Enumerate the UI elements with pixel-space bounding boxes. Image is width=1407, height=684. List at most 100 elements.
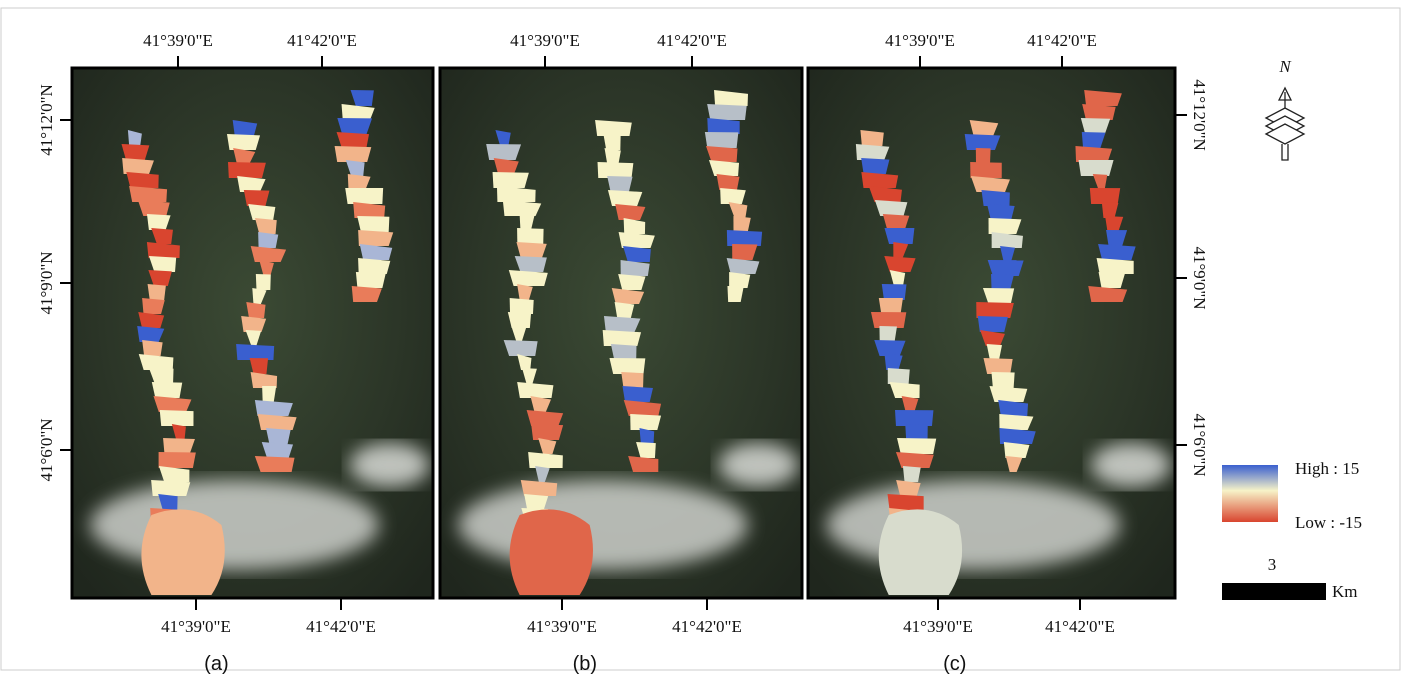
landslide-patch (504, 340, 538, 356)
landslide-patch (605, 148, 621, 164)
landslide-patch (895, 410, 933, 426)
landslide-patch (987, 204, 1015, 220)
landslide-patch (976, 148, 991, 164)
legend-low: Low : -15 (1295, 513, 1362, 532)
landslide-patch (879, 509, 962, 595)
legend-high: High : 15 (1295, 459, 1359, 478)
scale-value: 3 (1268, 555, 1277, 574)
landslide-patch (236, 344, 274, 360)
landslide-patch (138, 200, 170, 216)
bottom-tick-label: 41°39'0"E (527, 617, 597, 636)
landslide-patch (508, 312, 531, 328)
landslide-patch (603, 330, 641, 346)
landslide-patch (615, 302, 635, 318)
landslide-patch (882, 284, 907, 300)
landslide-patch (1099, 272, 1125, 288)
landslide-patch (258, 232, 278, 248)
right-tick-label: 41°12'0"N (1190, 79, 1209, 151)
top-tick-label: 41°42'0"E (1027, 31, 1097, 50)
landslide-patch (227, 134, 260, 150)
landslide-patch (356, 272, 386, 288)
landslide-patch (729, 272, 750, 288)
landslide-patch (903, 466, 921, 482)
landslide-patch (122, 158, 154, 174)
landslide-patch (978, 316, 1008, 332)
landslide-patch (357, 216, 389, 232)
left-tick-label: 41°12'0"N (37, 84, 56, 156)
landslide-patch (965, 134, 1001, 150)
landslide-patch (733, 216, 750, 232)
right-tick-label: 41°9'0"N (1190, 246, 1209, 309)
landslide-patch (988, 260, 1024, 276)
landslide-patch (707, 104, 747, 120)
legend-ramp (1222, 465, 1278, 522)
landslide-patch (860, 130, 883, 146)
landslide-patch (510, 509, 593, 595)
landslide-patch (141, 509, 224, 595)
landslide-patch (989, 218, 1022, 234)
top-tick-label: 41°39'0"E (510, 31, 580, 50)
landslide-patch (981, 190, 1009, 206)
landslide-patch (1090, 188, 1120, 204)
landslide-patch (142, 298, 165, 314)
landslide-patch (630, 414, 661, 430)
bottom-tick-label: 41°39'0"E (161, 617, 231, 636)
landslide-patch (879, 326, 897, 342)
top-tick-label: 41°42'0"E (287, 31, 357, 50)
landslide-patch (256, 274, 271, 290)
landslide-patch (856, 144, 890, 160)
landslide-patch (603, 134, 620, 150)
landslide-patch (246, 302, 265, 318)
bottom-tick-label: 41°42'0"E (672, 617, 742, 636)
landslide-patch (608, 190, 642, 206)
landslide-patch (991, 372, 1014, 388)
landslide-patch (152, 382, 182, 398)
landslide-patch (884, 228, 914, 244)
landslide-patch (595, 120, 632, 136)
north-label: N (1278, 57, 1292, 76)
cloud (826, 480, 1120, 570)
landslide-patch (976, 302, 1014, 318)
landslide-patch (598, 162, 634, 178)
figure: 41°39'0"E 41°42'0"E 41°39'0"E 41°42'0"E (a) 4… (0, 0, 1407, 684)
scale-unit: Km (1332, 582, 1358, 601)
landslide-patch (493, 172, 529, 188)
landslide-patch (148, 284, 166, 300)
landslide-patch (121, 144, 149, 160)
landslide-patch (727, 230, 762, 246)
landslide-patch (510, 298, 534, 314)
scale-bar (1222, 583, 1326, 600)
landslide-patch (611, 344, 637, 360)
cloud (350, 443, 430, 487)
landslide-patch (875, 200, 908, 216)
right-tick-label: 41°6'0"N (1190, 413, 1209, 476)
landslide-patch (888, 494, 924, 510)
left-tick-label: 41°9'0"N (37, 251, 56, 314)
landslide-patch (1079, 160, 1114, 176)
landslide-patch (142, 340, 163, 356)
landslide-patch (888, 368, 910, 384)
map-panel: 41°39'0"E41°42'0"E41°39'0"E41°42'0"E(a) (72, 31, 433, 675)
landslide-patch (720, 188, 746, 204)
cloud (719, 443, 799, 487)
top-tick-label: 41°42'0"E (657, 31, 727, 50)
cloud (90, 480, 379, 570)
panel-caption: (a) (204, 653, 228, 675)
landslide-patch (266, 428, 291, 444)
cloud (1091, 443, 1171, 487)
landslide-patch (999, 414, 1033, 430)
landslide-patch (335, 146, 372, 162)
landslide-patch (244, 190, 270, 206)
landslide-patch (352, 286, 382, 302)
landslide-patch (358, 230, 393, 246)
landslide-patch (717, 174, 740, 190)
left-tick-label: 41°6'0"N (37, 418, 56, 481)
landslide-patch (897, 438, 936, 454)
landslide-patch (609, 358, 645, 374)
landslide-patch (1075, 146, 1112, 162)
landslide-patch (970, 162, 1002, 178)
landslide-patch (517, 228, 544, 244)
landslide-patch (160, 410, 194, 426)
